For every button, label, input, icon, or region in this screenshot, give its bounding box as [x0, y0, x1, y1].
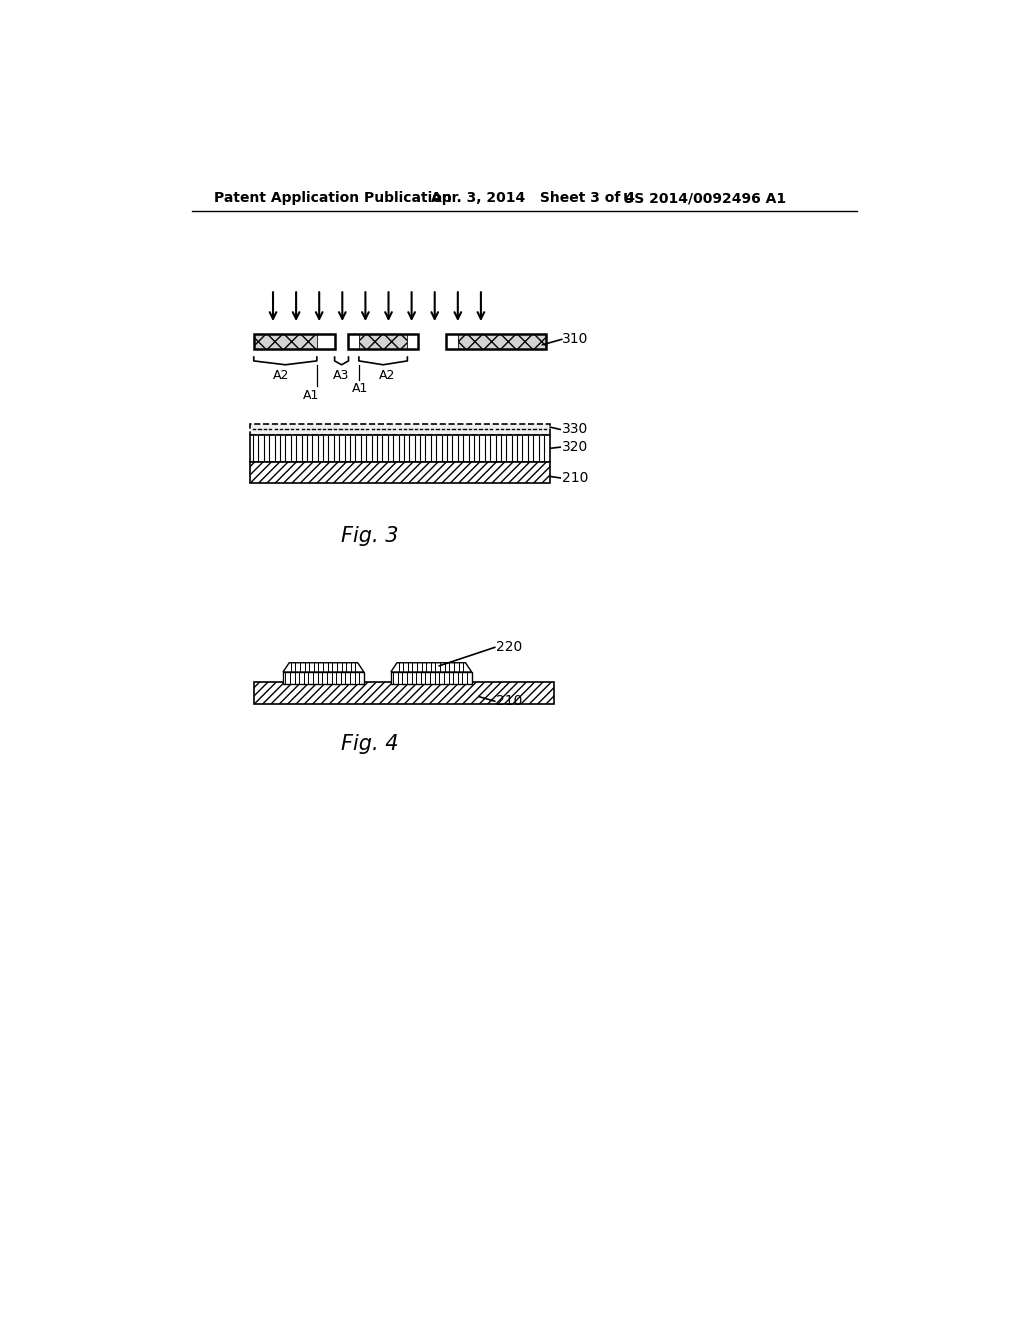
Bar — [283, 672, 364, 684]
Text: 220: 220 — [497, 640, 522, 655]
Text: Fig. 4: Fig. 4 — [341, 734, 398, 754]
Bar — [446, 334, 547, 350]
Text: Fig. 3: Fig. 3 — [341, 525, 398, 545]
Bar — [408, 334, 418, 350]
Text: A3: A3 — [334, 368, 350, 381]
Bar — [391, 672, 472, 684]
Text: Patent Application Publication: Patent Application Publication — [214, 191, 452, 206]
Bar — [254, 334, 316, 350]
Bar — [254, 682, 554, 704]
Text: 310: 310 — [562, 333, 588, 346]
Text: A1: A1 — [352, 383, 369, 396]
Bar — [358, 334, 408, 350]
Text: 210: 210 — [562, 471, 588, 484]
Polygon shape — [283, 663, 364, 672]
Text: Apr. 3, 2014   Sheet 3 of 4: Apr. 3, 2014 Sheet 3 of 4 — [431, 191, 635, 206]
Text: 210: 210 — [497, 694, 522, 709]
Bar — [250, 462, 550, 483]
Bar — [254, 334, 335, 350]
Bar — [446, 334, 459, 350]
Bar — [348, 334, 418, 350]
Text: A2: A2 — [273, 368, 290, 381]
Text: 320: 320 — [562, 440, 588, 454]
Text: 330: 330 — [562, 422, 588, 437]
Polygon shape — [391, 663, 472, 672]
Text: A1: A1 — [302, 388, 318, 401]
Bar — [250, 434, 550, 462]
Text: A2: A2 — [379, 368, 395, 381]
Bar — [348, 334, 358, 350]
Text: US 2014/0092496 A1: US 2014/0092496 A1 — [624, 191, 786, 206]
Bar — [250, 424, 550, 434]
Bar — [316, 334, 335, 350]
Bar — [459, 334, 547, 350]
